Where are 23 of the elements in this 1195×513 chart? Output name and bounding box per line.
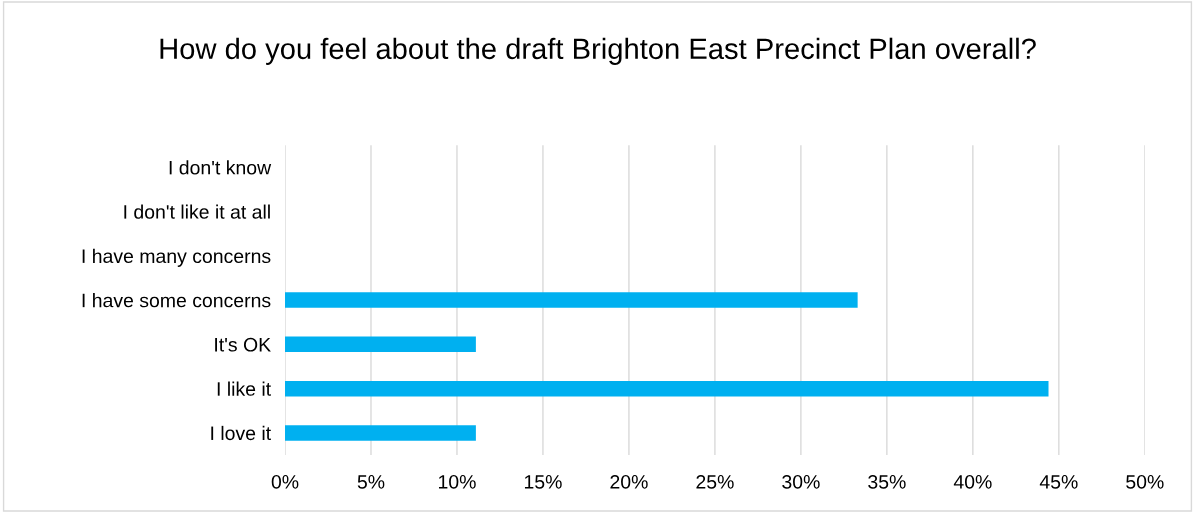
y-tick-label: I like it [217,381,271,396]
x-tick-label: 25% [696,474,734,489]
x-tick-label: 40% [953,474,992,489]
bar [285,336,476,353]
y-tick-label: It's OK [215,337,271,352]
y-tick-label: I don't know [169,160,272,175]
y-tick-label: I love it [211,425,271,441]
x-tick-label: 30% [782,474,820,489]
x-tick-label: 45% [1039,475,1078,489]
y-tick-label: I have many concerns [82,248,271,267]
x-tick-label: 10% [438,474,476,489]
bar [285,380,1049,397]
x-tick-label: 35% [868,474,906,489]
bar [285,425,476,441]
chart-title: How do you feel about the draft Brighton East Precinct Plan overall? [160,37,1036,65]
x-tick-label: 15% [524,475,562,489]
y-tick-label: I have some concerns [82,293,271,308]
x-tick-label: 20% [610,474,648,489]
x-tick-label: 5% [357,475,385,489]
bar [285,292,858,308]
x-tick-label: 50% [1126,474,1164,489]
y-tick-label: I don't like it at all [124,204,270,219]
x-tick-label: 0% [271,474,299,489]
